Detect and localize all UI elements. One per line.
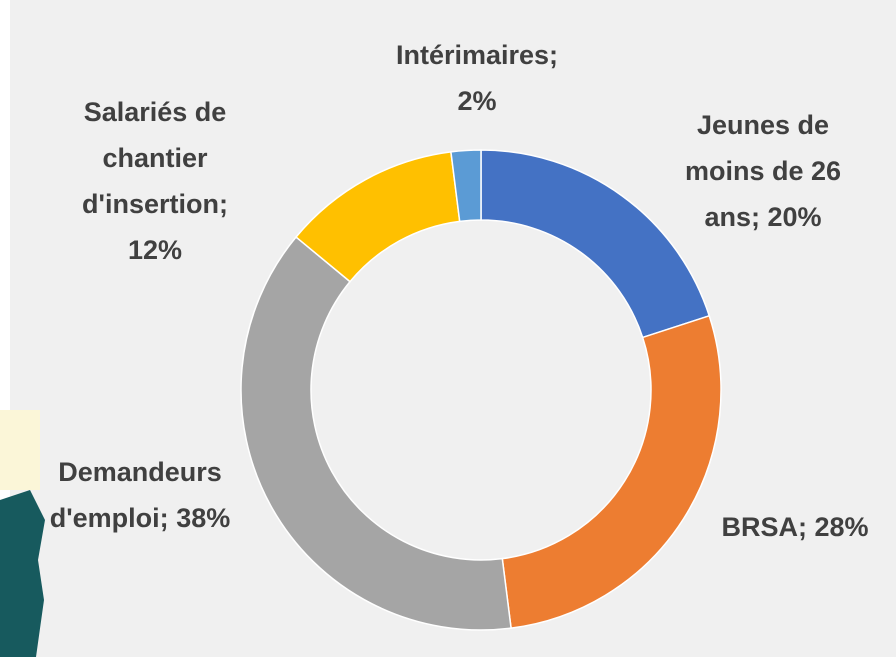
data-label: Salariés de chantier d'insertion; 12% [65,89,245,273]
value-label: 20% [767,202,822,232]
decor [0,410,40,490]
value-label: 2% [457,86,497,116]
category-label: BRSA; [721,512,807,542]
decor [0,490,45,657]
data-label: BRSA; 28% [690,504,896,550]
category-label: Demandeurs d'emploi; [49,457,222,533]
data-label: Demandeurs d'emploi; 38% [45,449,235,541]
value-label: 28% [814,512,869,542]
data-label: Intérimaires; 2% [382,32,572,124]
donut-segment [450,149,482,223]
chart-background [10,0,896,657]
category-label: Intérimaires; [395,40,559,70]
donut-segment [240,235,512,631]
value-label: 12% [127,235,183,265]
category-label: Jeunes de moins de 26 ans; [684,110,842,232]
donut-segment [501,314,722,629]
category-label: Salariés de chantier d'insertion; [82,97,228,219]
data-label: Jeunes de moins de 26 ans; 20% [668,102,858,240]
value-label: 38% [176,503,231,533]
